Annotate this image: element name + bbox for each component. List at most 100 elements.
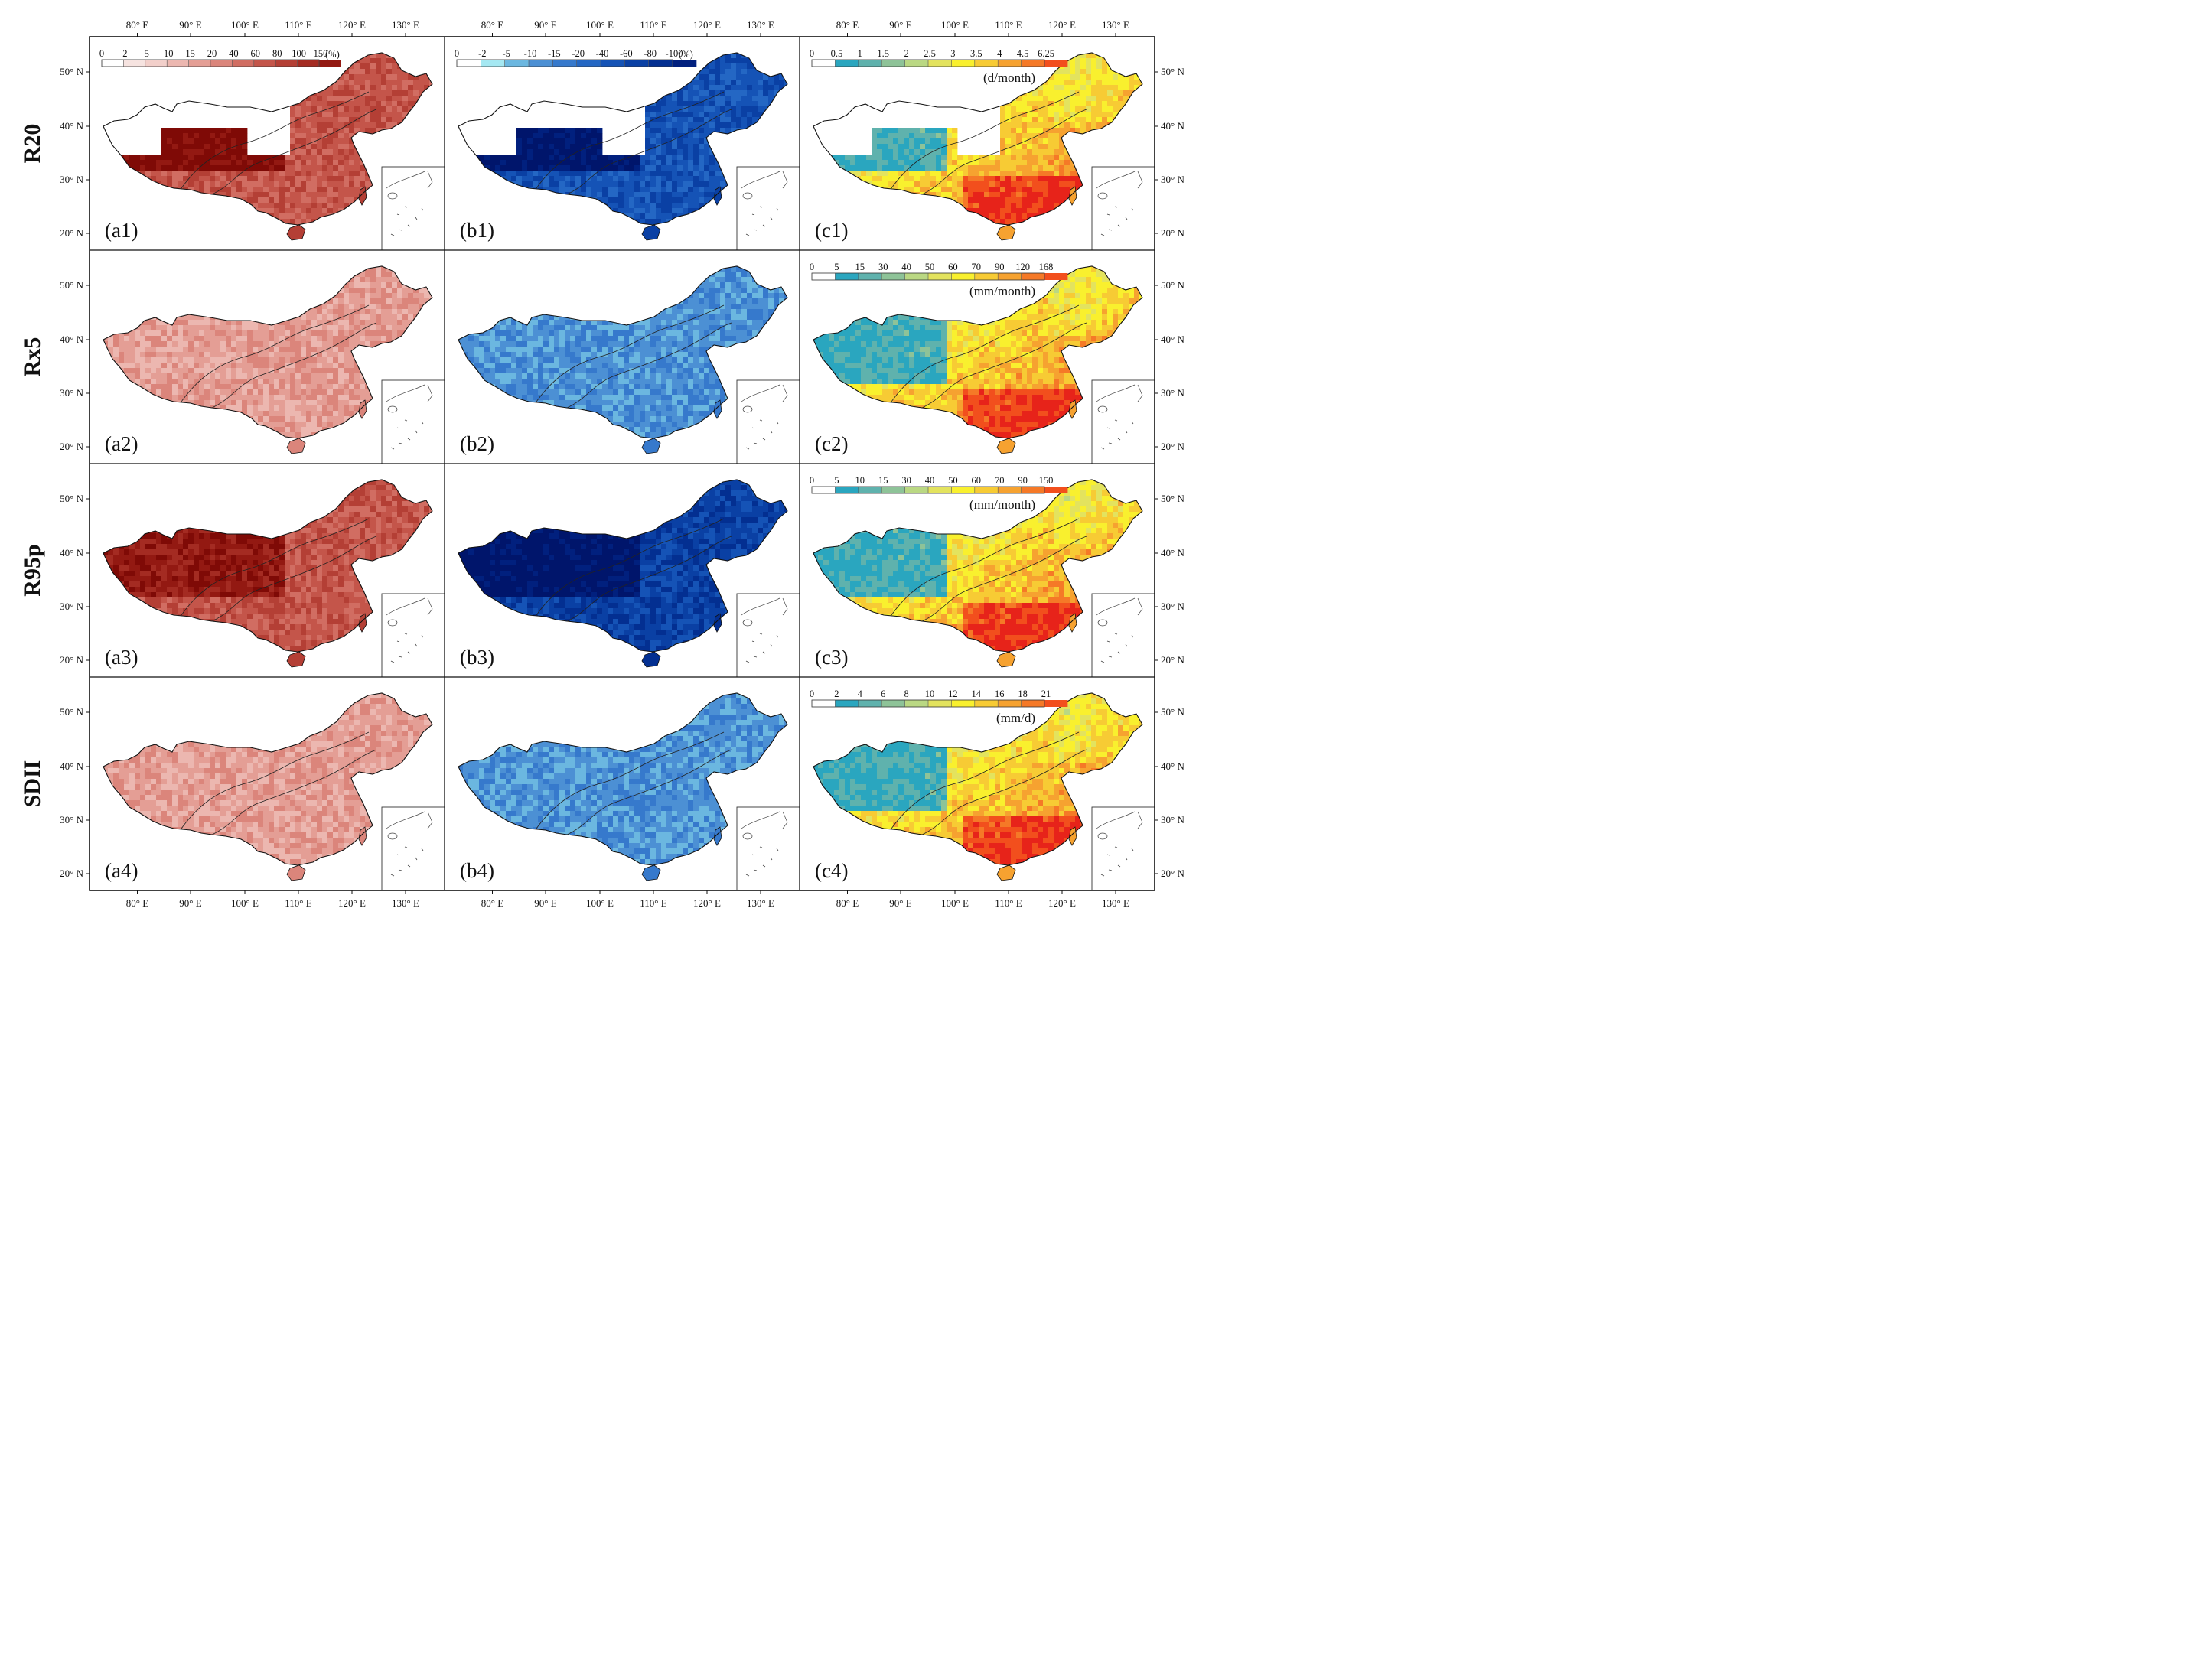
map-cell bbox=[779, 133, 785, 139]
map-cell bbox=[458, 187, 464, 193]
map-cell bbox=[957, 235, 963, 240]
map-cell bbox=[688, 96, 694, 102]
map-cell bbox=[768, 69, 774, 75]
map-cell bbox=[354, 74, 360, 80]
map-cell bbox=[516, 235, 522, 240]
map-cell bbox=[898, 176, 904, 182]
map-cell bbox=[338, 181, 344, 187]
map-cell bbox=[183, 235, 188, 240]
map-cell bbox=[602, 213, 608, 220]
map-cell bbox=[365, 128, 371, 134]
map-cell bbox=[888, 171, 894, 177]
map-cell bbox=[893, 144, 899, 150]
map-cell bbox=[1022, 208, 1028, 214]
map-cell bbox=[220, 230, 226, 235]
map-cell bbox=[565, 171, 571, 177]
map-cell bbox=[349, 112, 355, 118]
map-cell bbox=[538, 219, 544, 225]
map-cell bbox=[914, 230, 920, 235]
map-cell bbox=[495, 176, 501, 182]
map-cell bbox=[1032, 122, 1038, 129]
map-cell bbox=[925, 165, 931, 171]
map-cell bbox=[559, 144, 565, 150]
map-cell bbox=[554, 176, 560, 182]
map-cell bbox=[522, 181, 528, 187]
map-cell bbox=[1054, 213, 1060, 220]
map-cell bbox=[704, 181, 710, 187]
map-cell bbox=[183, 176, 189, 182]
map-cell bbox=[1027, 208, 1033, 214]
map-cell bbox=[344, 213, 350, 220]
map-cell bbox=[376, 63, 382, 70]
map-cell bbox=[666, 181, 673, 187]
map-cell bbox=[354, 122, 360, 129]
map-cell bbox=[479, 197, 485, 203]
map-cell bbox=[877, 171, 883, 177]
map-cell bbox=[1048, 176, 1054, 182]
map-cell bbox=[1075, 155, 1081, 161]
map-cell bbox=[947, 176, 953, 182]
map-cell bbox=[807, 181, 813, 187]
map-cell bbox=[311, 187, 318, 193]
map-cell bbox=[1048, 181, 1054, 187]
map-cell bbox=[226, 219, 232, 225]
map-cell bbox=[397, 112, 403, 118]
map-cell bbox=[813, 155, 819, 161]
map-cell bbox=[156, 240, 161, 246]
map-cell bbox=[360, 106, 366, 112]
map-cell bbox=[1059, 197, 1065, 203]
map-cell bbox=[1064, 133, 1070, 139]
map-cell bbox=[1048, 80, 1054, 86]
map-cell bbox=[549, 128, 555, 134]
map-cell bbox=[495, 160, 501, 166]
map-cell bbox=[586, 128, 592, 134]
map-cell bbox=[479, 176, 485, 182]
map-cell bbox=[774, 155, 780, 161]
map-cell bbox=[952, 197, 958, 203]
map-cell bbox=[360, 128, 366, 134]
map-cell bbox=[554, 208, 560, 214]
map-cell bbox=[845, 208, 851, 214]
map-cell bbox=[656, 187, 662, 193]
map-cell bbox=[167, 230, 172, 235]
map-cell bbox=[311, 69, 318, 75]
map-cell bbox=[333, 149, 339, 155]
map-cell bbox=[920, 213, 926, 220]
map-cell bbox=[709, 192, 715, 198]
map-cell bbox=[338, 149, 344, 155]
map-cell bbox=[194, 230, 199, 235]
map-cell bbox=[752, 74, 758, 80]
map-cell bbox=[741, 96, 748, 102]
map-cell bbox=[909, 213, 915, 220]
map-cell bbox=[1043, 122, 1049, 129]
map-cell bbox=[419, 106, 425, 112]
map-cell bbox=[1038, 224, 1044, 225]
map-cell bbox=[559, 187, 565, 193]
map-cell bbox=[194, 149, 200, 155]
map-cell bbox=[474, 203, 480, 209]
map-cell bbox=[500, 155, 507, 161]
map-cell bbox=[736, 101, 742, 107]
map-cell bbox=[893, 155, 899, 161]
map-cell bbox=[930, 213, 937, 220]
map-cell bbox=[167, 176, 173, 182]
map-cell bbox=[624, 176, 630, 182]
map-cell bbox=[715, 128, 721, 134]
map-cell bbox=[1011, 171, 1017, 177]
map-cell bbox=[989, 230, 995, 235]
map-cell bbox=[861, 176, 867, 182]
map-cell bbox=[479, 208, 485, 214]
map-cell bbox=[715, 208, 721, 214]
map-cell bbox=[570, 149, 576, 155]
map-cell bbox=[452, 224, 458, 230]
map-cell bbox=[640, 187, 646, 193]
map-cell bbox=[290, 90, 296, 96]
map-cell bbox=[1016, 112, 1022, 118]
map-cell bbox=[1048, 224, 1054, 225]
map-cell bbox=[581, 138, 587, 145]
map-cell bbox=[736, 53, 742, 59]
map-cell bbox=[608, 165, 614, 171]
map-cell bbox=[386, 144, 393, 150]
map-cell bbox=[145, 230, 151, 235]
map-cell bbox=[360, 230, 365, 235]
